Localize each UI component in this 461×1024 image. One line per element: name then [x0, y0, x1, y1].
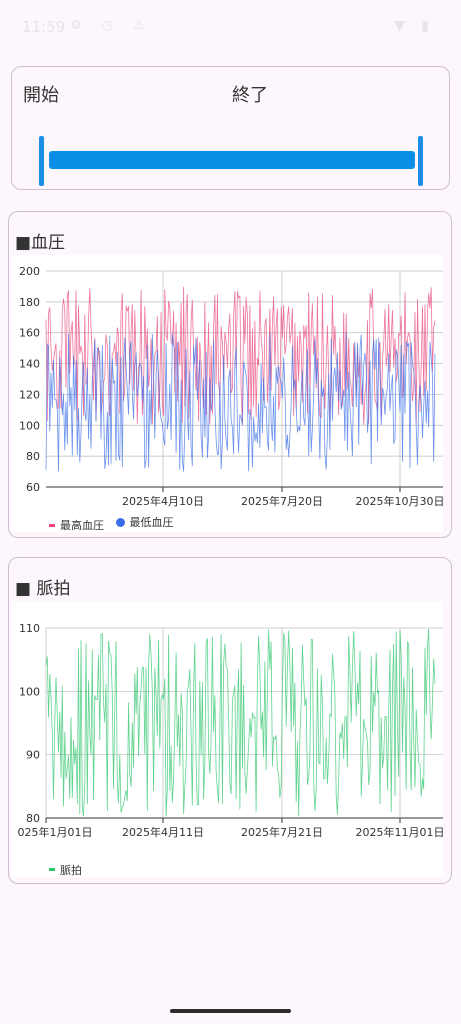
series-line-2 [45, 333, 436, 472]
blood-pressure-card: ■血圧 60 80 100 120 140 160 180 200 2025年4月10日 2025… [8, 211, 452, 538]
status-system-icons: ▼ ▮ [394, 18, 435, 34]
y-tick-label: 120 [19, 388, 40, 401]
bp-card-title: ■血圧 [15, 233, 66, 253]
series-line-1 [45, 628, 436, 817]
home-indicator[interactable] [170, 1009, 291, 1013]
y-tick-label: 140 [19, 358, 40, 371]
pulse-card: ■ 脈拍 80 90 100 110 025年1月01日 2025年4月11日 2025年7… [8, 557, 452, 884]
pulse-legend: 脈拍 [49, 861, 90, 878]
bp-chart-area: 60 80 100 120 140 160 180 200 2025年4月10日 2025年7月2… [11, 255, 445, 533]
y-tick-label: 160 [19, 327, 40, 340]
y-tick-label: 80 [26, 450, 40, 463]
legend-item-pulse: 脈拍 [49, 862, 82, 878]
pulse-card-title: ■ 脈拍 [15, 579, 71, 599]
date-range-card: 開始 終了 [11, 66, 450, 190]
series-line-1 [45, 286, 436, 426]
legend-item-systolic: 最高血圧 [49, 517, 104, 533]
y-tick-label: 110 [19, 622, 40, 635]
x-tick-label: 025年1月01日 [18, 825, 93, 839]
x-tick-label: 2025年10月30日 [356, 494, 444, 508]
y-tick-label: 100 [19, 685, 40, 698]
legend-swatch-diastolic [115, 517, 125, 527]
y-tick-label: 100 [19, 419, 40, 432]
x-tick-label: 2025年4月11日 [122, 825, 204, 839]
legend-label-diastolic: 最低血圧 [129, 516, 174, 529]
status-time: 11:59 [22, 18, 66, 36]
y-tick-label: 200 [19, 265, 40, 278]
legend-label-pulse: 脈拍 [60, 863, 82, 877]
range-end-label: 終了 [232, 85, 268, 106]
legend-item-diastolic: 最低血圧 [115, 514, 174, 530]
status-notification-icons: ⚙ ◷ ⚠ [70, 18, 153, 33]
status-bar: 11:59 ⚙ ◷ ⚠ ▼ ▮ [0, 0, 461, 56]
y-tick-label: 90 [26, 749, 40, 762]
y-tick-label: 60 [26, 481, 40, 494]
range-start-handle[interactable] [39, 136, 44, 186]
x-tick-label: 2025年7月20日 [241, 494, 323, 508]
y-tick-label: 180 [19, 296, 40, 309]
legend-swatch-systolic [49, 523, 55, 527]
legend-swatch-pulse [49, 868, 55, 871]
legend-label-systolic: 最高血圧 [60, 519, 104, 532]
range-end-handle[interactable] [418, 136, 423, 186]
bp-legend: 最高血圧 最低血圧 [49, 514, 182, 533]
pulse-chart-area: 80 90 100 110 025年1月01日 2025年4月11日 2025年7月21日 2… [11, 601, 445, 878]
x-tick-label: 2025年7月21日 [241, 825, 323, 839]
range-slider-bar[interactable] [49, 151, 415, 169]
x-tick-label: 2025年4月10日 [122, 494, 204, 508]
x-tick-label: 2025年11月01日 [356, 825, 444, 839]
pulse-chart[interactable]: 80 90 100 110 025年1月01日 2025年4月11日 2025年7月21日 2… [11, 601, 445, 877]
bp-chart[interactable]: 60 80 100 120 140 160 180 200 2025年4月10日 2025年7月2… [11, 255, 445, 532]
y-tick-label: 80 [26, 812, 40, 825]
range-start-label: 開始 [23, 85, 59, 106]
